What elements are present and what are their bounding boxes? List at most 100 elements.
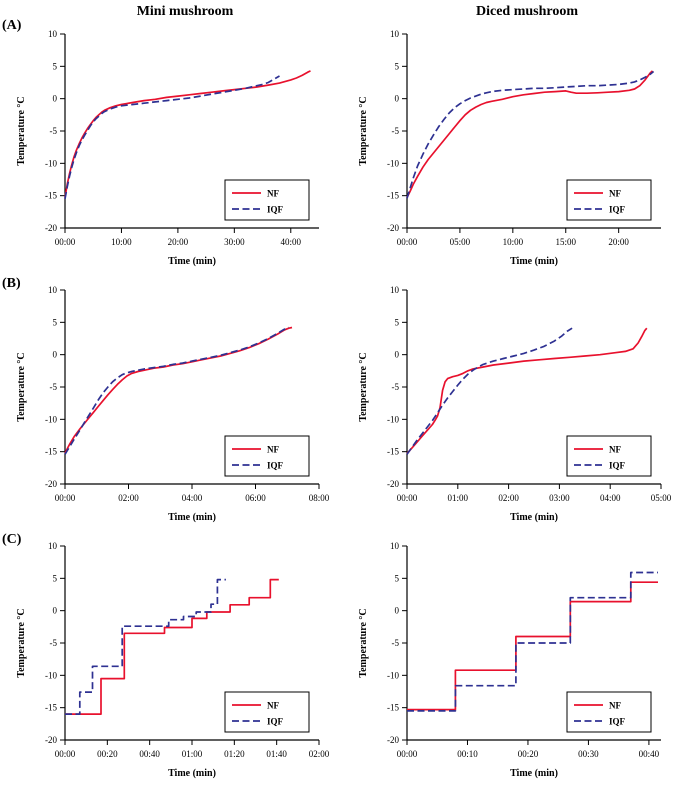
chart-panel-a-mini: 00:00 10:00 20:00 30:00 40:00 -20 -15 -10 -5 0 5 10… bbox=[0, 22, 342, 278]
y-tick-label: -5 bbox=[392, 126, 400, 136]
x-tick-label: 05:00 bbox=[651, 493, 672, 503]
y-tick-label: -15 bbox=[45, 703, 57, 713]
y-tick-label: -5 bbox=[392, 382, 400, 392]
legend-label-iqf: IQF bbox=[609, 717, 626, 727]
y-tick-label: 10 bbox=[48, 285, 58, 295]
x-tick-label: 40:00 bbox=[281, 237, 302, 247]
x-tick-label: 01:00 bbox=[448, 493, 469, 503]
panel-label-a: (A) bbox=[2, 18, 22, 33]
y-tick-label: -20 bbox=[45, 479, 57, 489]
axes: 00:00 10:00 20:00 30:00 40:00 -20 -15 -10 -5 0 5 10… bbox=[16, 29, 319, 267]
y-tick-label: 10 bbox=[390, 29, 400, 39]
x-tick-label: 01:40 bbox=[266, 749, 287, 759]
series-line-iqf bbox=[64, 75, 280, 200]
y-tick-label: -5 bbox=[50, 126, 58, 136]
series-line-nf bbox=[407, 581, 658, 711]
y-axis-label: Temperature °C bbox=[16, 96, 27, 165]
series-line-nf bbox=[64, 326, 293, 454]
x-axis-label: Time (min) bbox=[168, 512, 216, 523]
x-tick-label: 00:10 bbox=[457, 749, 478, 759]
axes: 00:00 01:00 02:00 03:00 04:00 05:00 -20 -15 -10 -… bbox=[358, 285, 672, 523]
y-tick-label: 0 bbox=[395, 350, 400, 360]
y-tick-label: -10 bbox=[387, 670, 399, 680]
x-tick-label: 10:00 bbox=[503, 237, 524, 247]
panel-label-c: (C) bbox=[2, 532, 22, 547]
x-axis-label: Time (min) bbox=[168, 256, 216, 267]
series-line-iqf bbox=[407, 571, 658, 712]
legend-box bbox=[566, 435, 652, 477]
legend-label-nf: NF bbox=[609, 189, 621, 199]
column-titles-row: Mini mushroom Diced mushroom bbox=[0, 0, 685, 22]
y-tick-label: -10 bbox=[45, 414, 57, 424]
y-axis-label: Temperature °C bbox=[358, 608, 369, 677]
x-tick-label: 01:20 bbox=[224, 749, 245, 759]
chart-svg-c-mini: 00:00 00:20 00:40 01:00 01:20 01:40 02:00 -20 -1… bbox=[16, 541, 330, 779]
x-axis-label: Time (min) bbox=[510, 256, 558, 267]
axes: 00:00 00:10 00:20 00:30 00:40 -20 -15 -10 -5 0 5 10… bbox=[358, 541, 661, 779]
x-tick-label: 00:00 bbox=[397, 749, 418, 759]
chart-svg-c-diced: 00:00 00:10 00:20 00:30 00:40 -20 -15 -10 -5 0 5 10… bbox=[358, 541, 661, 779]
x-tick-label: 10:00 bbox=[111, 237, 132, 247]
legend: NF IQF bbox=[224, 691, 310, 733]
x-tick-label: 04:00 bbox=[182, 493, 203, 503]
axes: 00:00 00:20 00:40 01:00 01:20 01:40 02:00 -20 -1… bbox=[16, 541, 330, 779]
legend-label-iqf: IQF bbox=[267, 461, 284, 471]
x-axis-label: Time (min) bbox=[510, 768, 558, 779]
chart-panel-c-diced: 00:00 00:10 00:20 00:30 00:40 -20 -15 -10 -5 0 5 10… bbox=[342, 534, 685, 790]
series-line-iqf bbox=[65, 578, 226, 715]
y-tick-label: -15 bbox=[387, 703, 399, 713]
x-tick-label: 02:00 bbox=[118, 493, 139, 503]
y-tick-label: -5 bbox=[392, 638, 400, 648]
panel-label-b: (B) bbox=[2, 276, 21, 291]
y-tick-label: 10 bbox=[390, 285, 400, 295]
legend-label-nf: NF bbox=[267, 189, 279, 199]
series-line-nf bbox=[64, 70, 311, 198]
y-tick-label: -10 bbox=[45, 158, 57, 168]
chart-panel-c-mini: 00:00 00:20 00:40 01:00 01:20 01:40 02:00 -20 -1… bbox=[0, 534, 342, 790]
y-tick-label: -20 bbox=[387, 479, 399, 489]
y-tick-label: 0 bbox=[53, 606, 58, 616]
y-tick-label: -10 bbox=[387, 158, 399, 168]
y-tick-label: -15 bbox=[45, 191, 57, 201]
x-tick-label: 00:00 bbox=[55, 493, 76, 503]
y-axis-label: Temperature °C bbox=[358, 96, 369, 165]
legend-label-iqf: IQF bbox=[267, 717, 284, 727]
y-tick-label: -5 bbox=[50, 638, 58, 648]
chart-svg-b-mini: 00:00 02:00 04:00 06:00 08:00 -20 -15 -10 -5 0 5 10… bbox=[16, 285, 330, 523]
legend-label-nf: NF bbox=[267, 701, 279, 711]
y-tick-label: 5 bbox=[53, 61, 58, 71]
x-tick-label: 00:00 bbox=[397, 493, 418, 503]
series-line-iqf bbox=[406, 70, 655, 199]
chart-svg-a-mini: 00:00 10:00 20:00 30:00 40:00 -20 -15 -10 -5 0 5 10… bbox=[16, 29, 319, 267]
legend: NF IQF bbox=[566, 435, 652, 477]
y-axis-label: Temperature °C bbox=[358, 352, 369, 421]
axes: 00:00 02:00 04:00 06:00 08:00 -20 -15 -10 -5 0 5 10… bbox=[16, 285, 330, 523]
chart-svg-b-diced: 00:00 01:00 02:00 03:00 04:00 05:00 -20 -15 -10 -… bbox=[358, 285, 672, 523]
y-tick-label: -20 bbox=[45, 735, 57, 745]
x-tick-label: 00:00 bbox=[397, 237, 418, 247]
y-tick-label: -20 bbox=[45, 223, 57, 233]
y-axis-label: Temperature °C bbox=[16, 608, 27, 677]
legend: NF IQF bbox=[566, 179, 652, 221]
legend-label-iqf: IQF bbox=[609, 205, 626, 215]
x-tick-label: 04:00 bbox=[600, 493, 621, 503]
y-tick-label: 0 bbox=[53, 350, 58, 360]
legend-box bbox=[224, 179, 310, 221]
y-tick-label: 10 bbox=[390, 541, 400, 551]
x-axis-label: Time (min) bbox=[168, 768, 216, 779]
y-tick-label: 10 bbox=[48, 29, 58, 39]
x-tick-label: 05:00 bbox=[450, 237, 471, 247]
y-tick-label: -15 bbox=[387, 447, 399, 457]
y-tick-label: 10 bbox=[48, 541, 58, 551]
y-tick-label: 0 bbox=[53, 94, 58, 104]
series-line-iqf bbox=[64, 326, 290, 455]
x-tick-label: 00:40 bbox=[639, 749, 660, 759]
x-tick-label: 20:00 bbox=[608, 237, 629, 247]
x-tick-label: 00:20 bbox=[518, 749, 539, 759]
chart-panel-b-mini: 00:00 02:00 04:00 06:00 08:00 -20 -15 -10 -5 0 5 10… bbox=[0, 278, 342, 534]
series-line-nf bbox=[65, 578, 279, 715]
y-tick-label: -10 bbox=[387, 414, 399, 424]
series-line-iqf bbox=[406, 327, 573, 455]
y-tick-label: 0 bbox=[395, 94, 400, 104]
legend-label-iqf: IQF bbox=[609, 461, 626, 471]
